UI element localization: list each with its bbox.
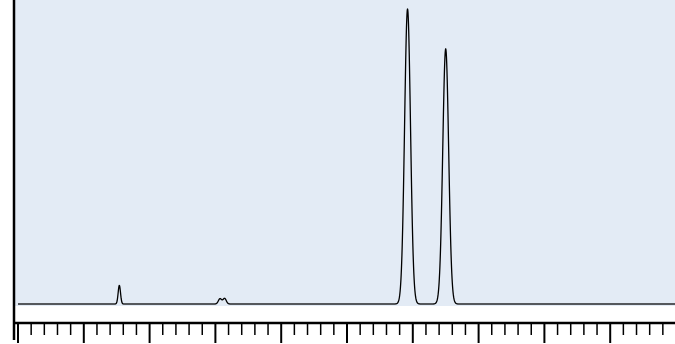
x-axis (12, 0, 675, 343)
plot-area (14, 0, 675, 306)
signal-line (17, 8, 675, 305)
